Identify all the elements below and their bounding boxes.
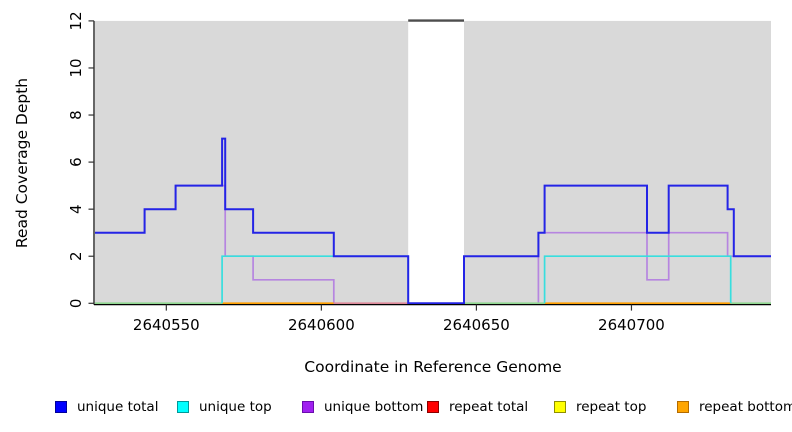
y-tick-label: 4 [67,204,85,214]
legend-item-unique-bottom: unique bottom [302,398,424,415]
legend-label: unique total [77,398,159,415]
legend-swatch-icon [302,400,314,413]
series-lines-layer [95,137,771,305]
x-tick-label: 2640700 [598,316,665,334]
y-axis-title: Read Coverage Depth [13,78,31,248]
legend-swatch-icon [55,400,67,413]
y-tick-label: 2 [67,251,85,261]
legend-label: repeat bottom [699,398,792,415]
series-line-unique-total [95,137,771,305]
series-line-unique-bottom [464,231,771,305]
y-tick-label: 6 [67,157,85,167]
legend-item-repeat-bottom: repeat bottom [677,398,792,415]
legend-swatch-icon [177,400,189,413]
legend-swatch-icon [427,400,439,413]
legend-item-repeat-total: repeat total [427,398,529,415]
legend-swatch-icon [677,400,689,413]
plot-canvas: 0 2 4 6 8 10 12 2640550 2640600 2640650 2640700 Re… [13,11,771,376]
legend-item-unique-total: unique total [55,398,159,415]
legend-item-unique-top: unique top [177,398,272,415]
legend-label: repeat top [576,398,647,415]
masked-region [408,19,465,305]
y-tick-label: 0 [67,299,85,309]
y-tick-label: 10 [67,58,85,77]
y-tick-label: 8 [67,110,85,120]
plot-background-layer [95,19,771,305]
x-tick-label: 2640600 [288,316,355,334]
x-axis-title: Coordinate in Reference Genome [304,358,561,376]
series-line-unique-top [543,255,732,304]
legend-label: unique top [199,398,272,415]
legend-item-repeat-top: repeat top [554,398,647,415]
legend-label: repeat total [449,398,529,415]
y-tick-label: 12 [67,11,85,30]
axes-layer: 0 2 4 6 8 10 12 2640550 2640600 2640650 2640700 [67,11,771,334]
x-tick-label: 2640550 [133,316,200,334]
x-tick-label: 2640650 [443,316,510,334]
legend-swatch-icon [554,400,566,413]
legend-label: unique bottom [324,398,424,415]
